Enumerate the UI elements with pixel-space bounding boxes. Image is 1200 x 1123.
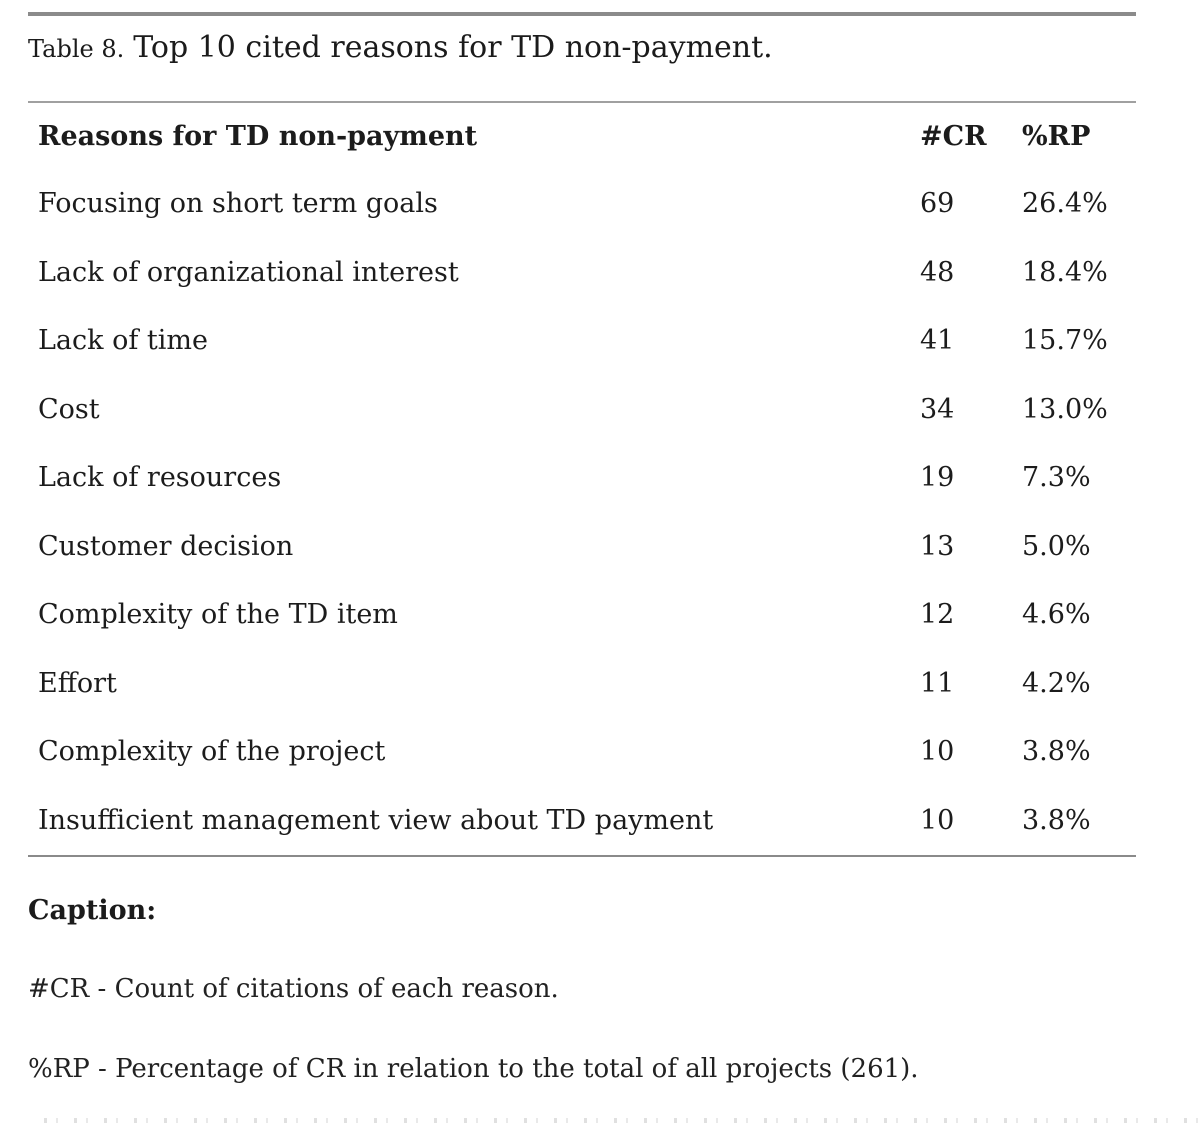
rp-cell: 4.2%	[1022, 667, 1091, 699]
bottom-rule	[28, 855, 1136, 857]
header-cr: #CR	[920, 120, 987, 152]
table-row: Complexity of the project 10 3.8%	[28, 718, 1136, 787]
reason-cell: Insufficient management view about TD pa…	[38, 804, 714, 836]
table-title: Table 8. Top 10 cited reasons for TD non-…	[28, 30, 1136, 70]
rp-cell: 26.4%	[1022, 188, 1108, 220]
table-row: Lack of resources 19 7.3%	[28, 444, 1136, 513]
paper-table: Reasons for TD non-payment #CR %RP Focus…	[28, 103, 1136, 857]
table-row: Cost 34 13.0%	[28, 376, 1136, 445]
reason-cell: Customer decision	[38, 530, 294, 562]
rp-cell: 3.8%	[1022, 736, 1091, 768]
caption-line-rp: %RP - Percentage of CR in relation to th…	[28, 1054, 919, 1084]
table-row: Focusing on short term goals 69 26.4%	[28, 170, 1136, 239]
table-header-row: Reasons for TD non-payment #CR %RP	[28, 103, 1136, 170]
cr-cell: 12	[920, 599, 955, 631]
table-number-label: Table 8.	[28, 35, 125, 63]
reason-cell: Lack of organizational interest	[38, 256, 459, 288]
header-rule	[28, 101, 1136, 103]
header-rp: %RP	[1022, 120, 1091, 152]
caption-heading: Caption:	[28, 895, 157, 926]
header-reasons: Reasons for TD non-payment	[38, 120, 478, 152]
cr-cell: 13	[920, 530, 955, 562]
reason-cell: Complexity of the project	[38, 736, 386, 768]
reason-cell: Focusing on short term goals	[38, 188, 438, 220]
table-row: Effort 11 4.2%	[28, 650, 1136, 719]
cr-cell: 10	[920, 736, 955, 768]
cr-cell: 11	[920, 667, 955, 699]
rp-cell: 5.0%	[1022, 530, 1091, 562]
caption-line-cr: #CR - Count of citations of each reason.	[28, 974, 559, 1004]
rp-cell: 3.8%	[1022, 804, 1091, 836]
rp-cell: 15.7%	[1022, 325, 1108, 357]
reason-cell: Complexity of the TD item	[38, 599, 398, 631]
rp-cell: 18.4%	[1022, 256, 1108, 288]
table-row: Complexity of the TD item 12 4.6%	[28, 581, 1136, 650]
reason-cell: Effort	[38, 667, 117, 699]
table-row: Customer decision 13 5.0%	[28, 513, 1136, 582]
table-row: Lack of organizational interest 48 18.4%	[28, 239, 1136, 308]
cr-cell: 34	[920, 393, 955, 425]
rp-cell: 4.6%	[1022, 599, 1091, 631]
reason-cell: Lack of time	[38, 325, 208, 357]
cr-cell: 10	[920, 804, 955, 836]
rp-cell: 13.0%	[1022, 393, 1108, 425]
reason-cell: Lack of resources	[38, 462, 282, 494]
cr-cell: 41	[920, 325, 955, 357]
reason-cell: Cost	[38, 393, 100, 425]
table-row: Lack of time 41 15.7%	[28, 307, 1136, 376]
paper-page: Table 8. Top 10 cited reasons for TD non-…	[28, 12, 1136, 1086]
top-rule	[28, 12, 1136, 16]
cr-cell: 48	[920, 256, 955, 288]
table-title-text: Top 10 cited reasons for TD non-payment.	[133, 30, 773, 65]
rp-cell: 7.3%	[1022, 462, 1091, 494]
table-row: Insufficient management view about TD pa…	[28, 787, 1136, 856]
cr-cell: 19	[920, 462, 955, 494]
cropped-text-fragment	[28, 1118, 1200, 1123]
cr-cell: 69	[920, 188, 955, 220]
